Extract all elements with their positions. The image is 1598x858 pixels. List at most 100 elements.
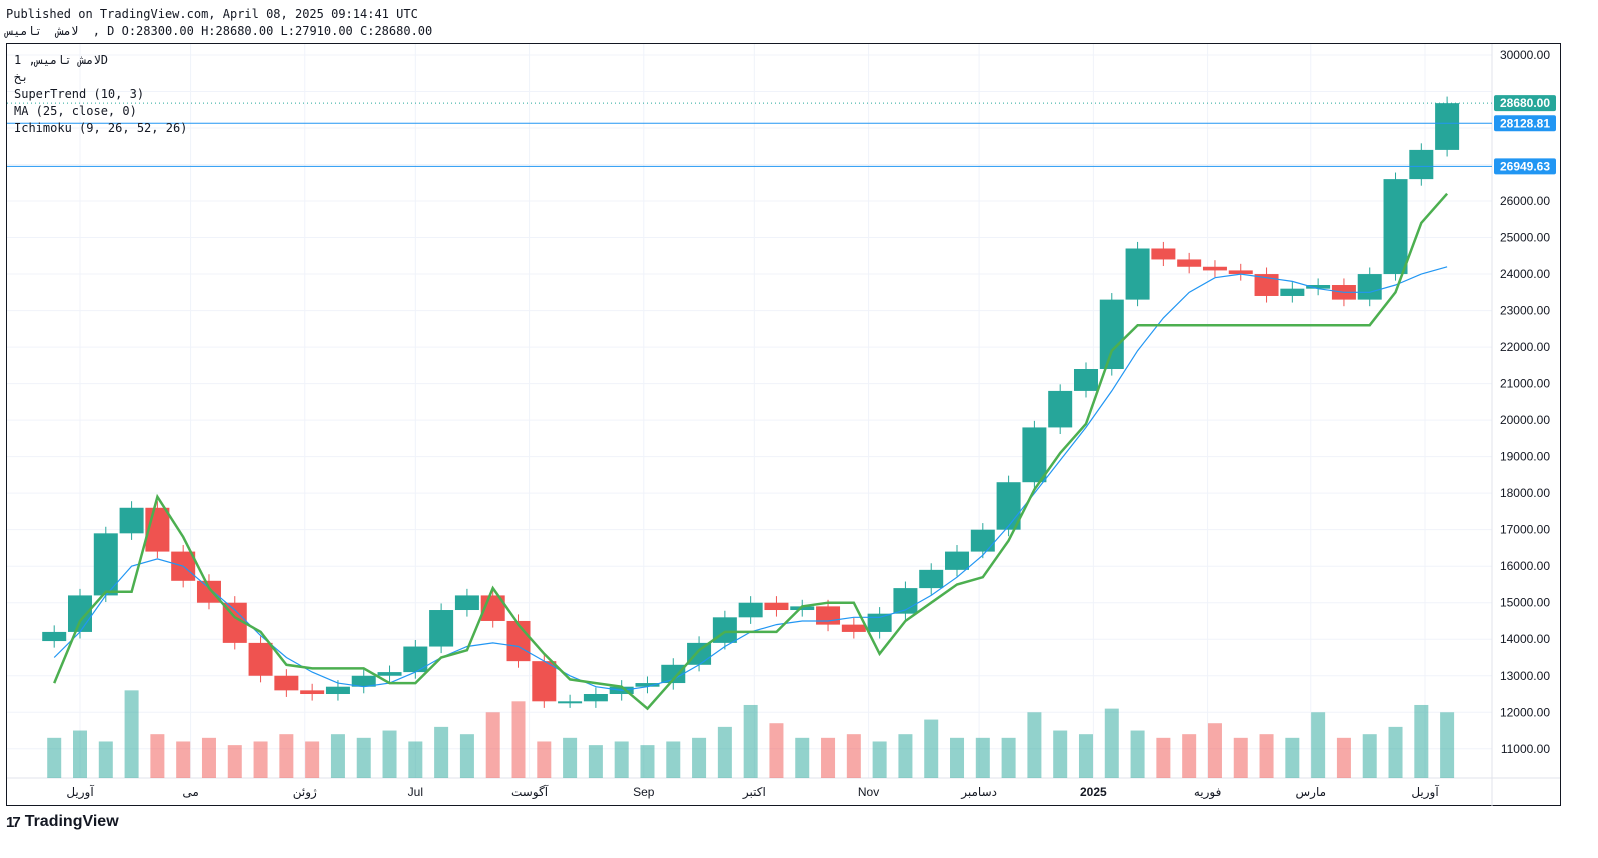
y-tick-label: 15000.00	[1500, 596, 1550, 610]
candle	[816, 606, 841, 625]
volume-bar	[330, 734, 345, 778]
x-tick-label: مارس	[1296, 785, 1327, 800]
volume-bar	[305, 741, 320, 778]
volume-bar	[1259, 734, 1274, 778]
candle	[841, 624, 866, 632]
volume-bar	[201, 737, 216, 778]
y-tick-label: 24000.00	[1500, 267, 1550, 281]
x-tick-label: Sep	[633, 785, 655, 799]
y-tick-label: 19000.00	[1500, 450, 1550, 464]
volume-bar	[124, 690, 139, 778]
candle	[764, 602, 789, 611]
candle	[196, 580, 221, 603]
volume-bar	[382, 730, 397, 778]
candle	[996, 482, 1021, 530]
tradingview-brand[interactable]: 17 TradingView	[6, 813, 119, 831]
volume-bar	[1362, 734, 1377, 778]
volume-bar	[1027, 712, 1042, 778]
line-price-label	[1494, 115, 1556, 132]
candle	[42, 631, 67, 642]
candle	[506, 620, 531, 662]
candle	[248, 642, 273, 676]
volume-bar	[485, 712, 500, 778]
volume-bar	[537, 741, 552, 778]
candle	[403, 646, 428, 673]
volume-bar	[459, 734, 474, 778]
x-tick-label: فوریه	[1194, 785, 1222, 800]
candle	[1435, 103, 1460, 150]
supertrend-line	[53, 192, 1449, 711]
volume-bar	[98, 741, 113, 778]
y-tick-label: 16000.00	[1500, 559, 1550, 573]
volume-bar	[717, 726, 732, 778]
candle	[377, 672, 402, 676]
line-price-text: 28128.81	[1500, 116, 1550, 130]
volume-bar	[511, 701, 526, 778]
volume-bar	[614, 741, 629, 778]
volume-bar	[1440, 712, 1455, 778]
x-tick-label: دسامبر	[960, 785, 997, 800]
x-tick-label: می	[182, 785, 198, 799]
candle	[945, 551, 970, 570]
candle	[325, 686, 350, 695]
volume-bar	[1207, 723, 1222, 778]
volume-bar	[356, 737, 371, 778]
legend-ma[interactable]: MA (25, close, 0)	[14, 104, 137, 118]
y-tick-label: 14000.00	[1500, 632, 1550, 646]
y-tick-label: 13000.00	[1500, 669, 1550, 683]
volume-bar	[846, 734, 861, 778]
candle	[661, 664, 686, 684]
y-tick-label: 25000.00	[1500, 231, 1550, 245]
volume-bar	[150, 734, 165, 778]
y-tick-label: 30000.00	[1500, 48, 1550, 62]
candle	[558, 701, 583, 704]
y-tick-label: 17000.00	[1500, 523, 1550, 537]
candle	[1048, 390, 1073, 428]
volume-bar	[769, 723, 784, 778]
x-tick-label: آگوست	[511, 784, 549, 800]
candle	[119, 507, 144, 534]
candle	[583, 694, 608, 702]
x-tick-label: ژوئن	[293, 785, 317, 800]
volume-bar	[1233, 737, 1248, 778]
candle	[351, 675, 376, 687]
volume-bar	[1130, 730, 1145, 778]
candle	[532, 661, 557, 702]
candle	[687, 642, 712, 665]
candle	[1254, 274, 1279, 296]
legend-ichimoku[interactable]: Ichimoku (9, 26, 52, 26)	[14, 121, 188, 135]
volume-bar	[253, 741, 268, 778]
volume-bar	[588, 745, 603, 778]
volume-bar	[795, 737, 810, 778]
candle	[274, 675, 299, 691]
candle	[970, 529, 995, 552]
candle	[738, 602, 763, 618]
candle	[1125, 248, 1150, 300]
volume-bar	[821, 737, 836, 778]
x-tick-label: آوریل	[66, 784, 94, 800]
volume-bar	[1182, 734, 1197, 778]
candle	[93, 533, 118, 596]
line-price-text: 26949.63	[1500, 159, 1550, 173]
x-tick-label: اکتبر	[742, 785, 766, 800]
volume-bar	[1311, 712, 1326, 778]
volume-bar	[563, 737, 578, 778]
volume-bar	[1414, 704, 1429, 778]
x-tick-label: آوریل	[1411, 784, 1439, 800]
candle	[1357, 274, 1382, 300]
line-price-label	[1494, 158, 1556, 175]
last-price-label	[1494, 95, 1556, 112]
y-tick-label: 18000.00	[1500, 486, 1550, 500]
candle	[1280, 288, 1305, 296]
volume-bar	[692, 737, 707, 778]
candle	[867, 613, 892, 632]
candle	[1383, 179, 1408, 275]
brand-name: TradingView	[24, 813, 119, 830]
volume-bar	[1156, 737, 1171, 778]
volume-bar	[1104, 708, 1119, 778]
legend-supertrend[interactable]: SuperTrend (10, 3)	[14, 87, 145, 101]
chart-frame[interactable]	[6, 43, 1561, 806]
volume-bar	[898, 734, 913, 778]
published-line: Published on TradingView.com, April 08, …	[6, 7, 418, 21]
